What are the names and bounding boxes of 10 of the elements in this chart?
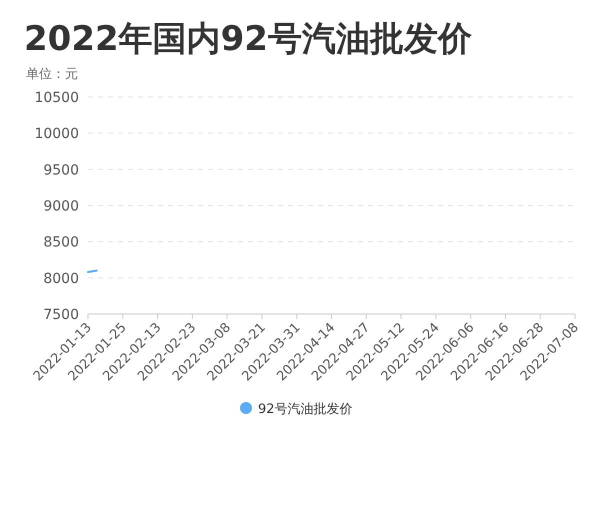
y-tick-label: 8000 — [43, 270, 79, 287]
y-tick-label: 8500 — [43, 234, 79, 251]
y-tick-label: 10000 — [34, 126, 79, 142]
y-tick-label: 9500 — [43, 162, 79, 178]
y-tick-label: 7500 — [43, 307, 79, 323]
legend-label: 92号汽油批发价 — [258, 402, 353, 417]
y-axis-title: 单位：元 — [26, 67, 78, 82]
y-tick-label: 10500 — [34, 90, 79, 106]
y-tick-label: 9000 — [43, 198, 79, 214]
chart-title: 2022年国内92号汽油批发价 — [24, 19, 473, 59]
